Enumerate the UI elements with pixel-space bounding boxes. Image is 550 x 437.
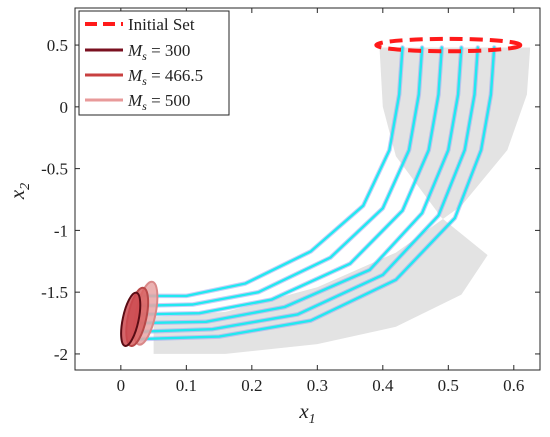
legend-label-initial-set: Initial Set bbox=[128, 15, 195, 34]
legend-label-ms-300: Ms = 300 bbox=[127, 41, 190, 63]
trajectory-5 bbox=[139, 46, 479, 333]
y-tick-label: -1 bbox=[54, 221, 68, 240]
y-tick-label: -1.5 bbox=[41, 283, 68, 302]
x-tick-label: 0.6 bbox=[503, 376, 524, 395]
legend-label-ms-466-5: Ms = 466.5 bbox=[127, 66, 203, 88]
trajectory-layer bbox=[138, 45, 497, 342]
y-tick-label: 0.5 bbox=[47, 36, 68, 55]
reach-tube-layer bbox=[153, 47, 531, 354]
x-tick-label: 0 bbox=[117, 376, 126, 395]
initial-set-layer bbox=[374, 36, 523, 54]
x-tick-label: 0.1 bbox=[176, 376, 197, 395]
legend-label-ms-500: Ms = 500 bbox=[127, 91, 190, 113]
trajectory-3 bbox=[139, 46, 443, 316]
y-tick-label: 0 bbox=[60, 98, 69, 117]
trajectory-1 bbox=[139, 46, 404, 298]
trajectory-2 bbox=[139, 46, 424, 307]
y-tick-label: -2 bbox=[54, 345, 68, 364]
reach-tube bbox=[153, 47, 531, 354]
trajectory-6 bbox=[139, 46, 496, 341]
y-tick-label: -0.5 bbox=[41, 160, 68, 179]
final-set-ellipse-3 bbox=[120, 291, 142, 347]
legend-box bbox=[78, 10, 230, 116]
x-tick-label: 0.5 bbox=[438, 376, 459, 395]
initial-set-ellipse bbox=[374, 36, 523, 54]
x-axis-label: x1 bbox=[298, 399, 315, 427]
y-axis-label: x2 bbox=[5, 183, 33, 200]
x-tick-label: 0.2 bbox=[241, 376, 262, 395]
legend: Initial Set Ms = 300 Ms = 466.5 Ms = 500 bbox=[78, 10, 230, 116]
x-tick-label: 0.4 bbox=[372, 376, 394, 395]
final-set-layer bbox=[120, 280, 159, 348]
trajectory-4 bbox=[139, 46, 463, 325]
axes-frame bbox=[74, 7, 541, 371]
x-tick-label: 0.3 bbox=[307, 376, 328, 395]
